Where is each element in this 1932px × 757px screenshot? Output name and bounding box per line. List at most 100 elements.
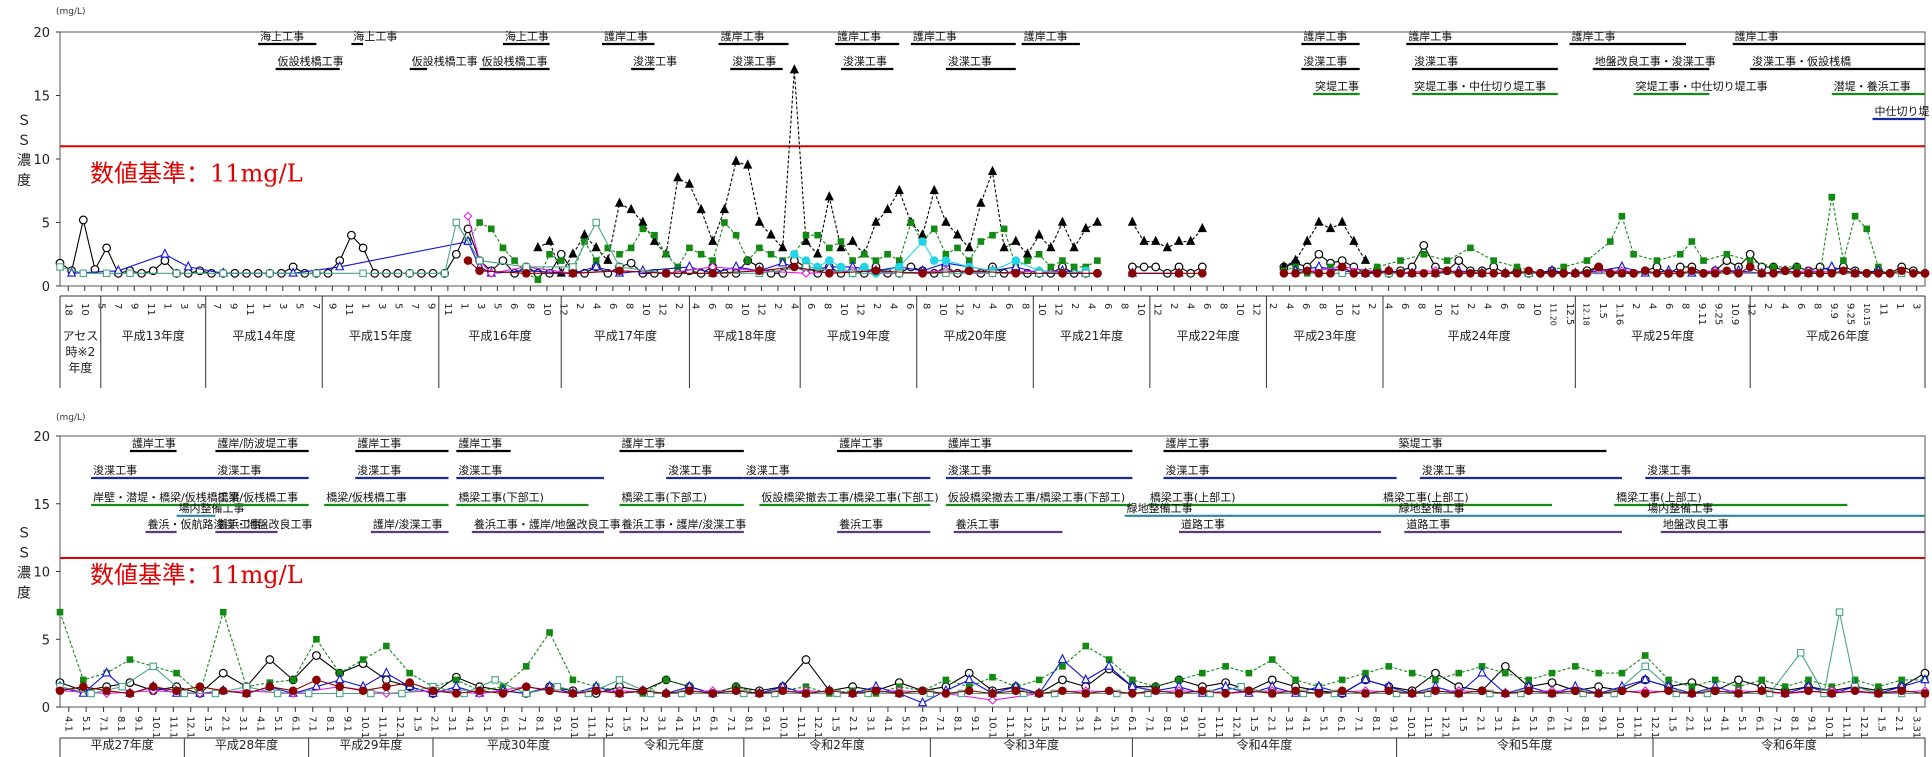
data-point [125, 689, 135, 698]
construction-period-label: 浚渫工事 [93, 463, 137, 477]
x-tick-label: 6 [904, 303, 915, 309]
x-tick-label: 6.1 [289, 716, 300, 732]
x-tick-label: 3.1 [237, 716, 248, 732]
data-point [1874, 689, 1883, 698]
data-point [1746, 257, 1754, 264]
data-point [1128, 269, 1137, 278]
x-tick-label: 7.1 [1143, 716, 1154, 732]
data-point [1092, 216, 1103, 226]
data-point [778, 686, 787, 696]
x-tick-label: 2 [1366, 303, 1377, 309]
construction-period-label: 橋梁工事(上部工) [1383, 490, 1469, 504]
data-point [498, 689, 508, 698]
data-point [871, 216, 881, 226]
data-point [1455, 669, 1463, 677]
data-point [833, 689, 841, 698]
data-point [755, 266, 764, 276]
fiscal-year-label: 平成25年度 [1631, 328, 1694, 343]
construction-period-label: 護岸工事 [1571, 29, 1615, 43]
x-tick-label: 9 [425, 303, 436, 309]
data-point [1104, 686, 1114, 696]
x-tick-label: 1.5 [1875, 716, 1886, 732]
x-tick-label: 3 [178, 303, 189, 309]
data-point [1431, 668, 1440, 678]
construction-period-label: 護岸工事 [913, 29, 957, 43]
construction-period-label: 仮設橋梁撤去工事/橋梁工事(下部工) [761, 490, 938, 504]
x-tick-label: 2 [1630, 303, 1641, 309]
data-point [475, 686, 484, 696]
data-point [1710, 269, 1720, 278]
x-tick-label: 1.16 [1614, 303, 1625, 325]
y-axis-label-char: Ｓ [17, 546, 31, 562]
data-point [917, 696, 928, 707]
data-point [1920, 269, 1930, 278]
data-point [1058, 686, 1067, 696]
data-point [1245, 669, 1253, 677]
y-tick-label: 15 [33, 498, 50, 513]
construction-period-label: 浚渫工事 [948, 54, 992, 68]
construction-period-label: 浚渫工事 [732, 54, 776, 68]
data-point [1583, 257, 1591, 264]
data-point [790, 262, 799, 272]
data-point [1687, 689, 1697, 698]
data-point [66, 267, 77, 277]
fiscal-year-label: 平成22年度 [1177, 328, 1240, 343]
fiscal-year-label: 平成13年度 [122, 328, 185, 343]
data-point [1337, 262, 1347, 272]
x-tick-label: 3.1 [1492, 716, 1503, 732]
data-point [476, 219, 483, 226]
x-tick-label: 10 [1234, 303, 1245, 316]
x-tick-label: 12 [1746, 303, 1757, 316]
data-point [777, 257, 788, 267]
x-tick-label: 2.1 [847, 716, 858, 732]
x-tick-label: 11.1 [586, 716, 597, 738]
data-point [626, 203, 636, 214]
x-tick-label: 10.1 [1405, 716, 1416, 738]
data-point [836, 262, 846, 272]
data-point [475, 256, 484, 265]
data-point [871, 266, 881, 276]
construction-period-label: 護岸工事 [721, 29, 765, 43]
data-point [603, 254, 613, 264]
construction-period-label: 浚渫工事・仮設桟橋 [1752, 54, 1851, 68]
data-point [989, 231, 996, 239]
data-point [511, 257, 518, 264]
data-point [743, 159, 753, 169]
x-tick-label: 9 [128, 303, 139, 309]
fiscal-year-label: 令和2年度 [809, 737, 865, 752]
construction-period-label: 浚渫工事 [633, 54, 677, 68]
construction-period-label: 養浜工事・護岸/地盤改良工事 [474, 517, 621, 531]
x-tick-label: 8 [821, 303, 832, 309]
data-point [1384, 686, 1394, 696]
data-point [1011, 269, 1021, 278]
construction-period-label: 仮設桟橋工事 [278, 54, 344, 68]
data-point [1500, 661, 1510, 671]
data-point [1199, 669, 1206, 677]
data-point [398, 689, 406, 698]
x-tick-label: 5 [491, 303, 502, 309]
data-point [987, 695, 998, 705]
data-point [335, 682, 345, 691]
data-point [1093, 269, 1102, 278]
data-point [1267, 689, 1277, 698]
y-tick-label: 0 [42, 701, 50, 716]
data-point [1477, 686, 1487, 696]
x-tick-label: 12.1 [1858, 716, 1869, 738]
data-point [1058, 269, 1067, 278]
x-tick-label: 10 [1135, 303, 1146, 316]
data-point [1850, 269, 1860, 278]
x-tick-label: 12 [557, 303, 568, 316]
data-point [1431, 269, 1440, 278]
data-point [615, 266, 624, 276]
data-point [312, 651, 321, 660]
data-point [1486, 689, 1494, 698]
data-point [1734, 689, 1743, 698]
data-series [533, 64, 1371, 277]
x-tick-label: 2.1 [1684, 716, 1695, 732]
data-point [1050, 689, 1059, 698]
data-point [1035, 676, 1043, 684]
x-tick-label: 8.1 [1579, 716, 1590, 732]
x-tick-label: 3 [1911, 303, 1922, 309]
x-tick-label: 6 [1201, 303, 1212, 309]
x-tick-label: 2 [673, 303, 684, 309]
